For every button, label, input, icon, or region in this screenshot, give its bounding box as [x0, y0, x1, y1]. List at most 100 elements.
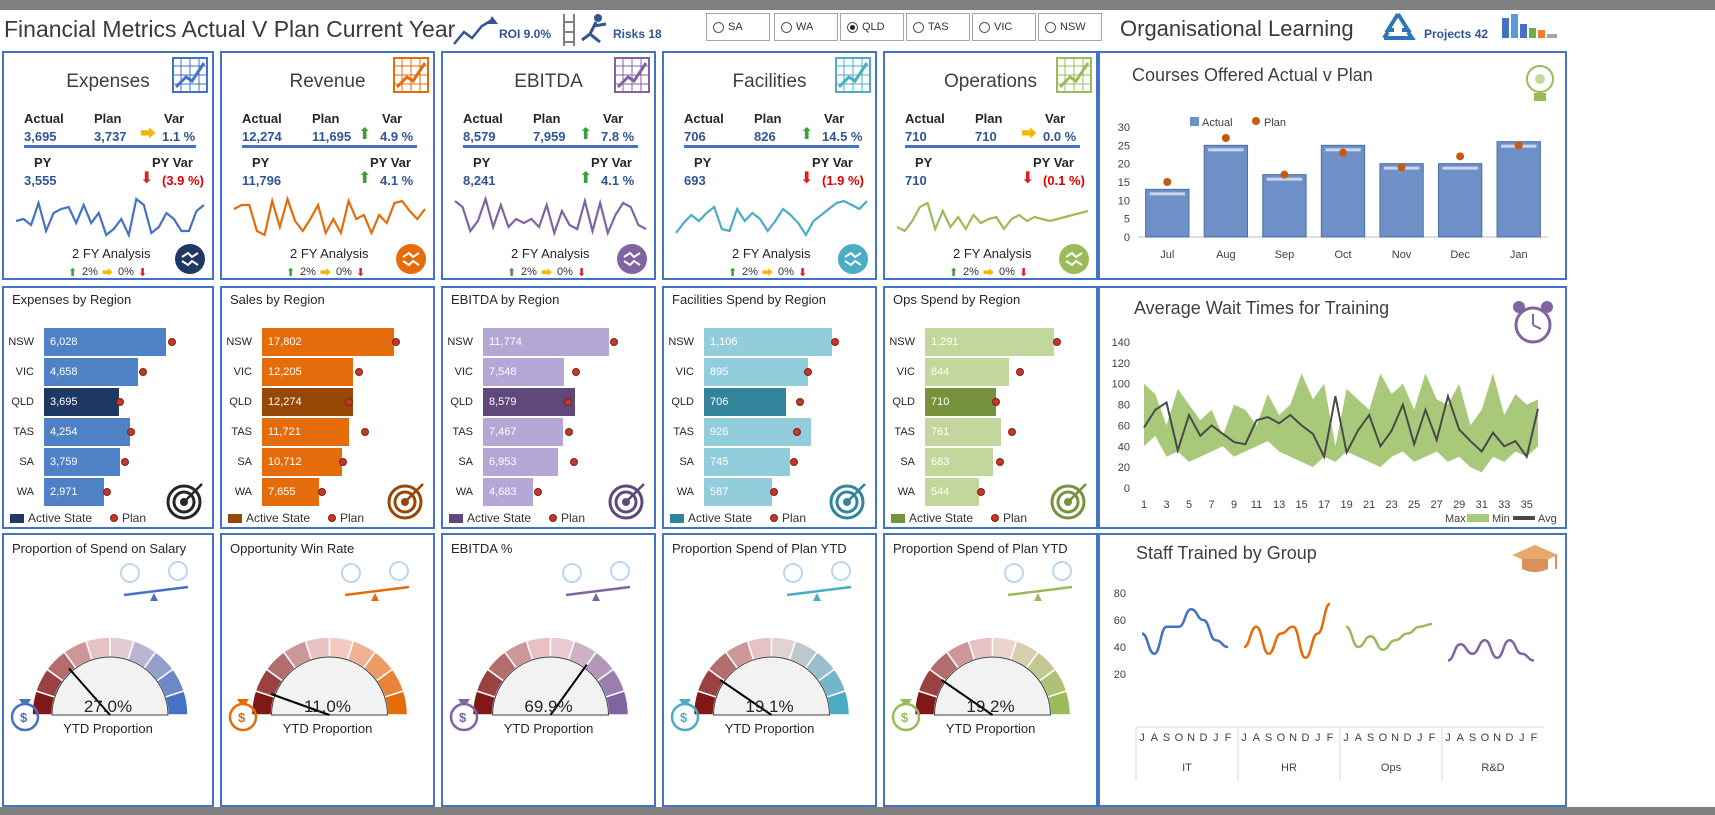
- y-tick-label: 40: [1118, 441, 1130, 453]
- legend-active-label: Active State: [467, 511, 532, 525]
- plan-marker: [564, 398, 572, 406]
- region-panel: EBITDA by Region NSW 11,774 VIC 7,548 QLD 8,57…: [441, 286, 656, 529]
- region-bar-value: 7,467: [489, 426, 517, 438]
- gauge-needle: [940, 679, 994, 716]
- group-label: Ops: [1381, 762, 1402, 774]
- plan-marker: [1514, 141, 1523, 150]
- py-var-value: (0.1 %): [1043, 173, 1085, 188]
- actual-bar: [1437, 163, 1483, 238]
- x-tick-label: Aug: [1216, 249, 1236, 261]
- py-var-label: PY Var: [152, 155, 193, 170]
- plan-marker: [831, 338, 839, 346]
- x-tick-label: 33: [1498, 499, 1510, 511]
- py-var-label: PY Var: [370, 155, 411, 170]
- up-arrow-icon: ⬆: [68, 267, 78, 279]
- risks-label: Risks 18: [613, 27, 662, 41]
- plan-marker: [1339, 148, 1347, 157]
- state-option-qld[interactable]: QLD: [840, 13, 904, 41]
- kpi-panel-revenue: Revenue Actual Plan Var 12,274 11,695 ⬆ 4.9 % PY…: [220, 51, 435, 280]
- region-title: Expenses by Region: [12, 292, 132, 307]
- region-label: SA: [458, 456, 473, 468]
- region-label: WA: [16, 486, 34, 498]
- trend-chart-icon: [835, 57, 871, 93]
- svg-text:$: $: [238, 710, 246, 725]
- region-label: QLD: [892, 396, 915, 408]
- py-label: PY: [34, 155, 52, 170]
- legend-min-label: Min: [1492, 513, 1510, 525]
- plan-marker: [610, 338, 618, 346]
- legend-plan-marker: [549, 514, 557, 522]
- region-panel: Expenses by Region NSW 6,028 VIC 4,658 QLD 3,6…: [2, 286, 214, 529]
- region-label: SA: [19, 456, 34, 468]
- legend-mid-label: 0%: [999, 266, 1015, 278]
- fy-analysis-label: 2 FY Analysis: [72, 246, 151, 261]
- plan-marker: [996, 458, 1004, 466]
- courses-chart-panel: Courses Offered Actual v Plan Actual Plan…: [1098, 51, 1567, 280]
- month-tick-label: S: [1163, 732, 1170, 744]
- region-bar-value: 926: [710, 426, 729, 438]
- region-bar: 1,106: [704, 328, 832, 356]
- state-option-nsw[interactable]: NSW: [1038, 13, 1102, 41]
- region-bar-value: 6,953: [489, 456, 517, 468]
- state-option-vic[interactable]: VIC: [972, 13, 1036, 41]
- month-tick-label: J: [1315, 732, 1321, 744]
- region-bar-value: 844: [931, 366, 950, 378]
- plan-marker: [103, 488, 111, 496]
- region-bar: 4,683: [483, 478, 533, 506]
- legend-plan-label: Plan: [561, 511, 586, 525]
- state-option-tas[interactable]: TAS: [906, 13, 970, 41]
- legend-up-label: 2%: [963, 266, 979, 278]
- wait-times-panel: Average Wait Times for Training 0 20 40 60 8…: [1098, 286, 1567, 529]
- y-tick-label: 20: [1118, 159, 1130, 171]
- region-bar-value: 544: [931, 486, 950, 498]
- y-tick-label: 100: [1112, 379, 1130, 391]
- state-option-sa[interactable]: SA: [706, 13, 770, 41]
- region-label: TAS: [894, 426, 915, 438]
- target-icon: [166, 483, 203, 520]
- down-arrow-icon: ⬇: [1021, 170, 1035, 187]
- gauge-value: 27.0%: [83, 697, 133, 716]
- month-tick-label: D: [1301, 732, 1309, 744]
- legend-max-label: Max: [1445, 513, 1466, 525]
- legend-active-swatch: [449, 514, 463, 523]
- side-arrow-icon: ⮕: [320, 267, 331, 279]
- month-tick-label: S: [1367, 732, 1374, 744]
- radio-icon: [979, 21, 990, 33]
- y-tick-label: 20: [1114, 669, 1126, 681]
- plan-label: Plan: [754, 111, 782, 126]
- up-arrow-icon: ⬆: [507, 267, 517, 279]
- region-bar: 7,467: [483, 418, 563, 446]
- state-option-label: TAS: [928, 21, 949, 33]
- month-tick-label: J: [1213, 732, 1219, 744]
- region-bar-value: 761: [931, 426, 950, 438]
- page-title: Financial Metrics Actual V Plan Current …: [4, 16, 456, 42]
- legend-up-label: 2%: [82, 266, 98, 278]
- py-label: PY: [694, 155, 712, 170]
- x-tick-label: 1: [1141, 499, 1147, 511]
- lightbulb-scale-icon: [562, 561, 631, 601]
- region-bar: 844: [925, 358, 1009, 386]
- sparkline: [454, 195, 647, 237]
- side-arrow-icon: ⮕: [102, 267, 113, 279]
- gauge-panel: EBITDA % 69.9% YTD Proportion $: [441, 533, 656, 807]
- lightbulb-scale-icon: [783, 561, 852, 601]
- region-bar: 8,579: [483, 388, 575, 416]
- state-option-wa[interactable]: WA: [774, 13, 838, 41]
- var-value: 4.9 %: [380, 129, 414, 144]
- region-panel: Ops Spend by Region NSW 1,291 VIC 844 QLD 710 T…: [883, 286, 1098, 529]
- divider: [24, 145, 196, 148]
- gauge-dial: [31, 636, 189, 716]
- plan-value: 7,959: [533, 129, 566, 144]
- gauge-title: Proportion of Spend on Salary: [12, 541, 187, 556]
- month-tick-label: D: [1403, 732, 1411, 744]
- month-tick-label: J: [1241, 732, 1247, 744]
- gauge-caption: YTD Proportion: [63, 721, 153, 736]
- month-tick-label: F: [1225, 732, 1232, 744]
- region-bar-value: 12,205: [268, 366, 302, 378]
- region-bar-value: 6,028: [50, 336, 78, 348]
- projects-label: Projects 42: [1424, 27, 1489, 41]
- svg-text:$: $: [459, 710, 467, 725]
- month-tick-label: O: [1481, 732, 1490, 744]
- trend-chart-icon: [614, 57, 650, 93]
- region-panel: Facilities Spend by Region NSW 1,106 VIC 895…: [662, 286, 877, 529]
